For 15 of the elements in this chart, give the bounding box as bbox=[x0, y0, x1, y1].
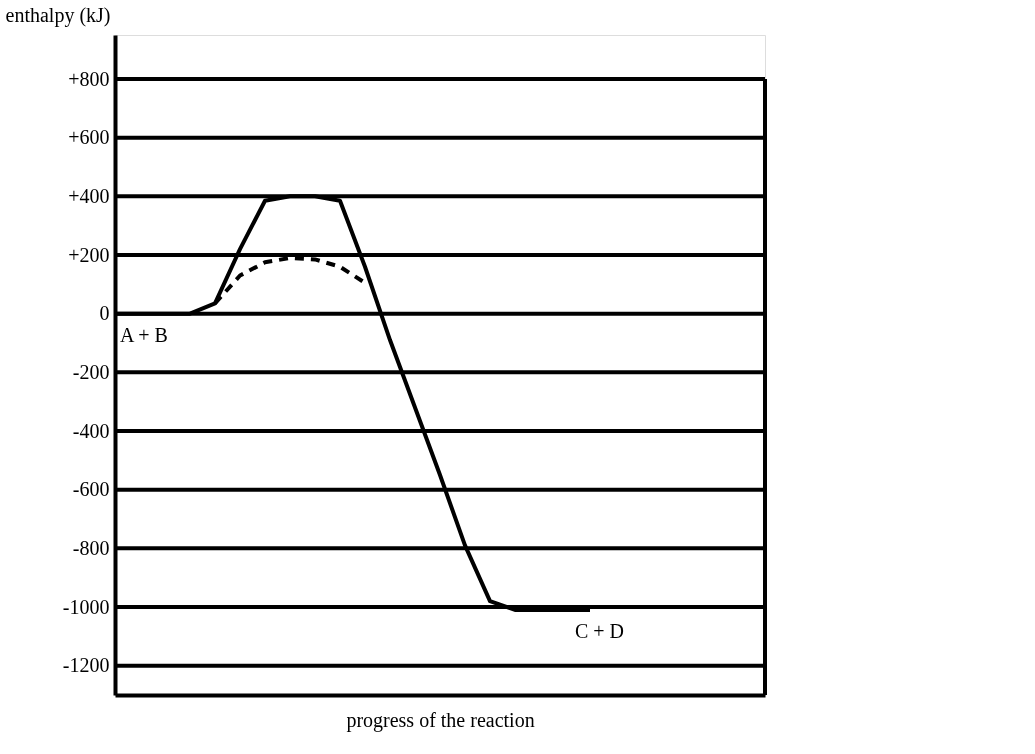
annotation: C + D bbox=[575, 619, 625, 642]
y-tick-label: +200 bbox=[68, 243, 110, 266]
y-tick-label: -1200 bbox=[62, 654, 110, 677]
annotation: A + B bbox=[120, 323, 168, 346]
y-tick-label: +400 bbox=[68, 184, 110, 207]
y-tick-label: -400 bbox=[72, 419, 110, 442]
y-tick-label: +600 bbox=[68, 126, 110, 149]
y-tick-label: -600 bbox=[72, 478, 110, 501]
x-axis-title: progress of the reaction bbox=[346, 708, 535, 732]
y-axis-title: enthalpy (kJ) bbox=[5, 3, 111, 27]
y-tick-label: -1000 bbox=[62, 595, 110, 618]
y-tick-label: +800 bbox=[68, 67, 110, 90]
y-tick-label: -200 bbox=[72, 360, 110, 383]
y-tick-label: 0 bbox=[99, 302, 110, 325]
y-tick-label: -800 bbox=[72, 536, 110, 559]
